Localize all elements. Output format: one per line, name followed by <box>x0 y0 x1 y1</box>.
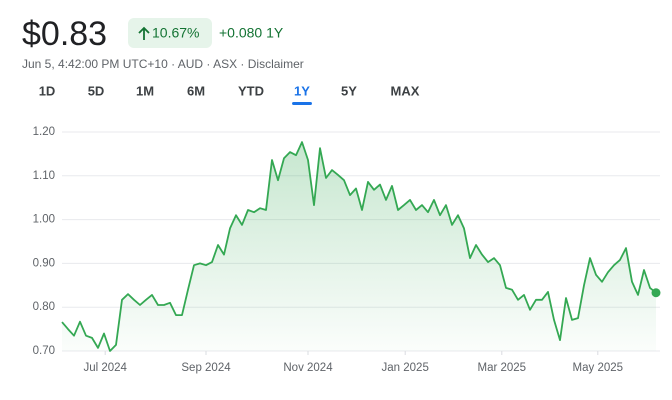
range-tab[interactable]: 5Y <box>341 83 357 98</box>
y-tick-label: 1.20 <box>33 126 55 138</box>
x-tick-label: Sep 2024 <box>181 362 231 374</box>
y-tick-label: 0.70 <box>33 345 55 357</box>
range-tab[interactable]: 1M <box>136 83 154 98</box>
change-percent: 10.67% <box>152 25 199 41</box>
range-tab-underline <box>292 102 312 105</box>
x-tick-label: Mar 2025 <box>478 362 527 374</box>
quote-meta: Jun 5, 4:42:00 PM UTC+10 · AUD · ASX · D… <box>22 57 304 71</box>
x-tick-label: Nov 2024 <box>283 362 333 374</box>
range-tab[interactable]: 1Y <box>294 83 310 98</box>
x-tick-label: May 2025 <box>573 362 624 374</box>
range-tab[interactable]: 1D <box>39 83 56 98</box>
range-tab[interactable]: YTD <box>238 83 264 98</box>
x-tick-label: Jul 2024 <box>83 362 127 374</box>
price: $0.83 <box>22 15 107 53</box>
y-tick-label: 1.00 <box>33 214 55 226</box>
y-tick-label: 0.80 <box>33 301 55 313</box>
range-tab[interactable]: MAX <box>391 83 420 98</box>
change-badge <box>128 18 212 48</box>
range-tab[interactable]: 5D <box>88 83 105 98</box>
area-fill <box>62 142 656 351</box>
price-line <box>61 141 657 352</box>
y-tick-label: 1.10 <box>33 170 55 182</box>
x-tick-label: Jan 2025 <box>382 362 429 374</box>
range-tab[interactable]: 6M <box>187 83 205 98</box>
change-value: +0.080 1Y <box>219 25 284 41</box>
y-tick-label: 0.90 <box>33 257 55 269</box>
last-point <box>651 288 661 298</box>
up-arrow <box>138 26 150 40</box>
